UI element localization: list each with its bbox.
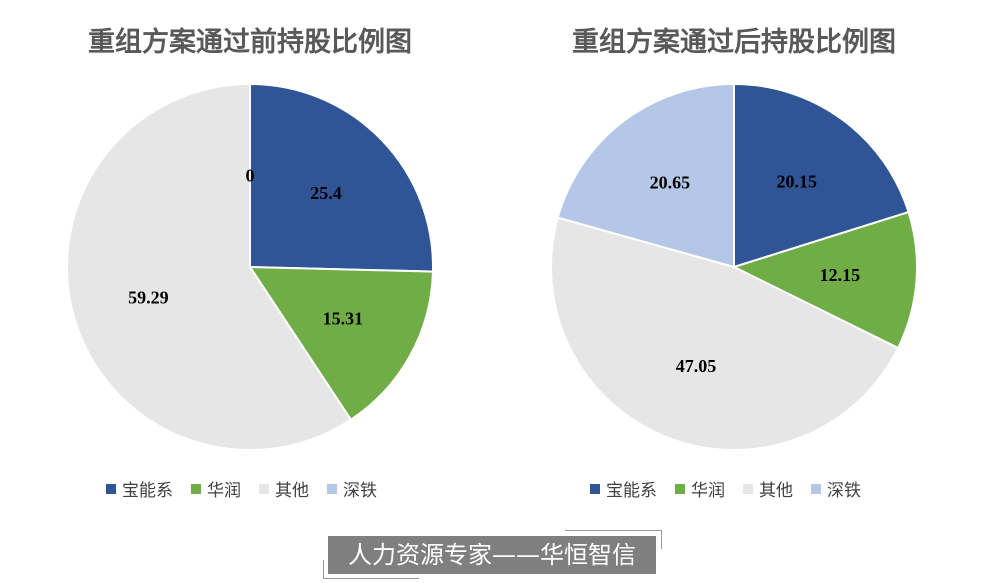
legend-swatch — [590, 483, 600, 494]
watermark-frame — [565, 530, 662, 549]
legend-label: 其他 — [275, 481, 309, 501]
pie-slice-宝能系 — [733, 82, 910, 269]
legend-swatch — [191, 483, 201, 494]
legend-item: 深铁 — [327, 476, 377, 501]
legend-swatch — [675, 483, 685, 494]
legend-label: 深铁 — [343, 481, 377, 501]
legend-item: 华润 — [191, 476, 241, 501]
watermark-frame — [323, 560, 419, 579]
pie-slice-深铁 — [556, 82, 735, 269]
data-label: 20.65 — [650, 172, 691, 192]
data-label: 12.15 — [820, 265, 861, 285]
legend-item: 宝能系 — [590, 476, 657, 501]
legend-swatch — [811, 483, 821, 494]
legend-label: 宝能系 — [122, 481, 173, 501]
legend-swatch — [743, 483, 753, 494]
pie-slice-华润 — [731, 210, 918, 350]
chart-title-after: 重组方案通过后持股比例图 — [572, 27, 896, 58]
legend-item: 华润 — [675, 476, 725, 501]
legend-label: 宝能系 — [606, 481, 657, 501]
data-label: 0 — [246, 166, 255, 186]
pie-slice-宝能系 — [249, 82, 434, 273]
data-label: 20.15 — [777, 171, 818, 191]
legend-swatch — [259, 483, 269, 494]
data-label: 15.31 — [323, 308, 364, 328]
legend-label: 华润 — [207, 481, 241, 501]
legend-after: 宝能系 华润 其他 深铁 — [590, 476, 861, 501]
pie-slice-其他 — [550, 216, 900, 451]
pie-slice-华润 — [248, 265, 434, 422]
pie-slice-其他 — [66, 82, 353, 451]
legend-before: 宝能系 华润 其他 深铁 — [106, 476, 377, 501]
legend-swatch — [106, 483, 116, 494]
legend-item: 深铁 — [811, 476, 861, 501]
legend-label: 华润 — [691, 481, 725, 501]
legend-label: 深铁 — [827, 481, 861, 501]
data-label: 59.29 — [128, 288, 169, 308]
legend-swatch — [327, 483, 337, 494]
legend-item: 其他 — [259, 476, 309, 501]
data-label: 47.05 — [676, 356, 717, 376]
legend-item: 其他 — [743, 476, 793, 501]
legend-item: 宝能系 — [106, 476, 173, 501]
legend-label: 其他 — [759, 481, 793, 501]
data-label: 25.4 — [310, 183, 342, 203]
watermark: 人力资源专家——华恒智信 — [328, 536, 656, 574]
chart-title-before: 重组方案通过前持股比例图 — [88, 27, 412, 58]
